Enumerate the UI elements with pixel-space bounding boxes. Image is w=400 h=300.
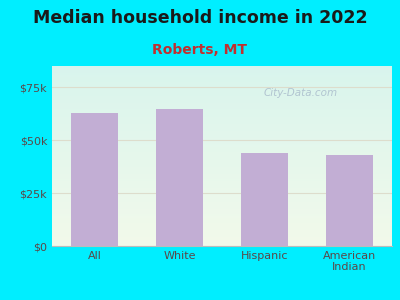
Bar bbox=[326, 155, 373, 246]
Text: City-Data.com: City-Data.com bbox=[263, 88, 337, 98]
Text: Median household income in 2022: Median household income in 2022 bbox=[33, 9, 367, 27]
Bar bbox=[241, 153, 288, 246]
Bar bbox=[71, 112, 118, 246]
Bar bbox=[156, 110, 203, 246]
Text: Roberts, MT: Roberts, MT bbox=[152, 44, 248, 58]
